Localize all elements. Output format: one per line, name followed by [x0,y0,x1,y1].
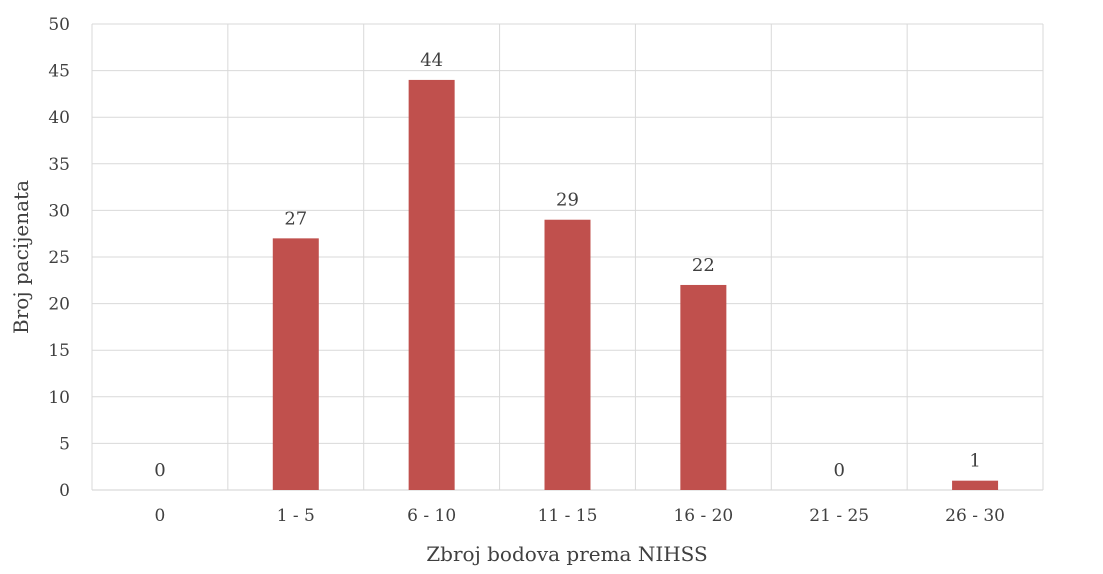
data-label: 22 [692,255,715,276]
bar [272,238,319,490]
x-tick-label: 1 - 5 [277,506,315,526]
y-tick-label: 15 [48,341,70,361]
x-tick-label: 0 [155,506,166,526]
y-tick-label: 5 [59,434,70,454]
data-label: 1 [969,451,980,472]
x-tick-label: 11 - 15 [538,506,598,526]
y-tick-label: 0 [59,481,70,501]
y-tick-label: 35 [48,155,70,175]
y-tick-label: 40 [48,108,70,128]
gridlines [91,23,1044,491]
x-tick-label: 16 - 20 [673,506,733,526]
data-label: 27 [284,208,307,229]
y-tick-label: 50 [48,15,70,35]
x-tick-label: 6 - 10 [407,506,456,526]
data-labels: 0 27 44 29 22 0 1 [154,50,981,481]
bar [952,480,999,490]
x-axis-title: Zbroj bodova prema NIHSS [426,542,707,566]
y-tick-label: 45 [48,62,70,82]
y-axis-title: Broj pacijenata [9,180,33,334]
y-axis-ticks: 0 5 10 15 20 25 30 35 40 45 50 [48,15,70,501]
y-tick-label: 25 [48,248,70,268]
bar [408,79,455,491]
data-label: 0 [154,460,165,481]
x-tick-label: 26 - 30 [945,506,1005,526]
data-label: 29 [556,190,579,211]
y-tick-label: 20 [48,295,70,315]
x-tick-label: 21 - 25 [809,506,869,526]
bars [272,79,999,491]
bar [544,219,591,490]
data-label: 0 [833,460,844,481]
y-tick-label: 30 [48,201,70,221]
data-label: 44 [420,50,443,71]
y-tick-label: 10 [48,388,70,408]
x-axis-ticks: 0 1 - 5 6 - 10 11 - 15 16 - 20 21 - 25 26 - 30 [155,506,1005,526]
bar [680,284,727,490]
